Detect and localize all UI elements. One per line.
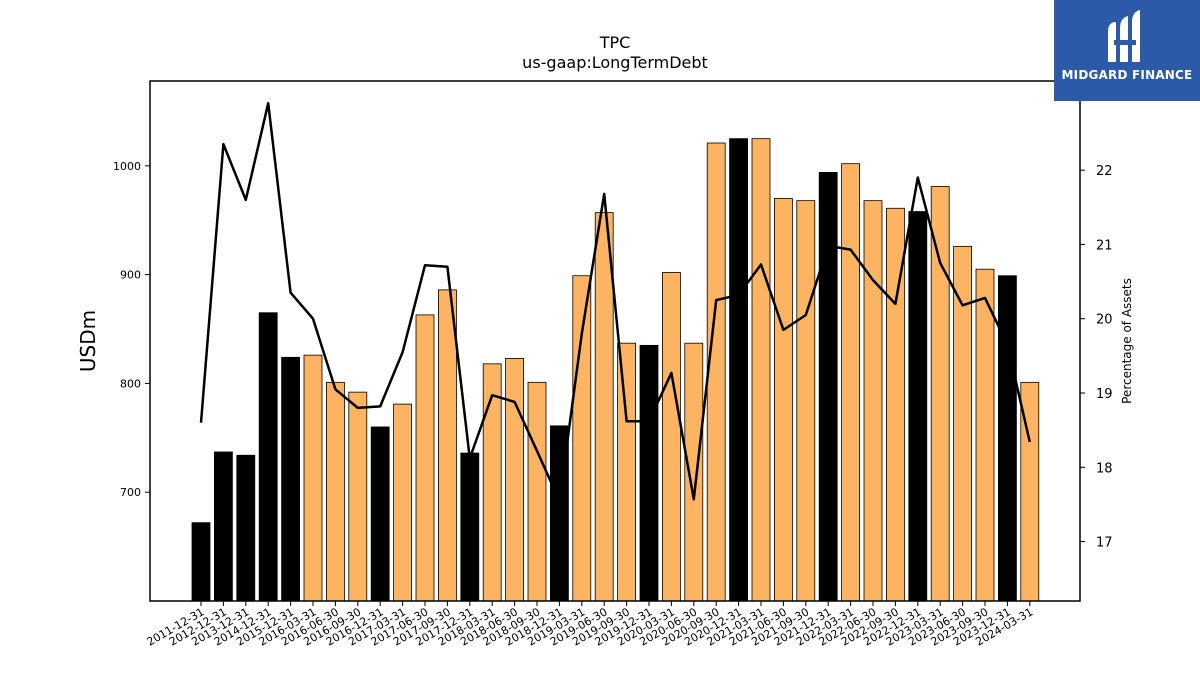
y-axis-label: USDm (76, 310, 100, 372)
bar (236, 454, 256, 602)
bar-series (191, 138, 1040, 602)
bar (258, 312, 278, 602)
bar (437, 289, 457, 602)
y-tick-label: 800 (120, 377, 141, 390)
bar (325, 381, 345, 602)
chart-subtitle: us-gaap:LongTermDebt (522, 53, 708, 72)
bar (863, 200, 883, 602)
bar (818, 171, 838, 602)
bar (572, 275, 592, 602)
bar (908, 211, 928, 602)
y2-axis-label: Percentage of Assets (1120, 278, 1134, 404)
bar (729, 138, 748, 602)
plot-frame (149, 80, 1081, 602)
bar (706, 142, 726, 602)
axes: 7008009001000171819202122232011-12-31201… (113, 80, 1113, 649)
bar (213, 451, 233, 602)
bar (348, 391, 368, 602)
bar (930, 186, 950, 602)
bar (684, 342, 704, 602)
line-series (199, 102, 1032, 502)
brand-logo: MIDGARD FINANCE (1054, 0, 1200, 101)
bar (370, 426, 390, 602)
bar (594, 212, 614, 602)
chart-title: TPC (599, 33, 631, 52)
y-tick-label: 700 (120, 486, 141, 499)
y2-tick-label: 22 (1096, 164, 1113, 179)
bar (639, 344, 659, 602)
y-tick-label: 900 (120, 269, 141, 282)
bar (953, 245, 972, 602)
percentage-line (199, 102, 1032, 502)
y2-tick-label: 20 (1096, 313, 1113, 328)
bar (415, 314, 435, 602)
bar (191, 522, 211, 602)
y2-tick-label: 18 (1096, 461, 1113, 476)
y2-tick-label: 17 (1096, 536, 1113, 551)
logo-text: MIDGARD FINANCE (1061, 68, 1193, 82)
y2-tick-label: 19 (1096, 387, 1113, 402)
bar (527, 381, 547, 602)
bar (796, 200, 816, 602)
bar (841, 163, 860, 602)
bar (617, 342, 636, 602)
logo-mark-icon (1108, 10, 1140, 62)
y2-tick-label: 21 (1096, 238, 1113, 253)
bar (998, 275, 1017, 602)
bar (662, 272, 681, 602)
bar (460, 452, 480, 602)
y-tick-label: 1000 (113, 160, 141, 173)
bar (482, 363, 502, 602)
bar (774, 198, 793, 602)
bar (505, 358, 525, 602)
bar (303, 354, 323, 602)
bar (281, 356, 301, 602)
bar (393, 403, 413, 602)
bar (751, 138, 771, 602)
bar (975, 268, 995, 602)
